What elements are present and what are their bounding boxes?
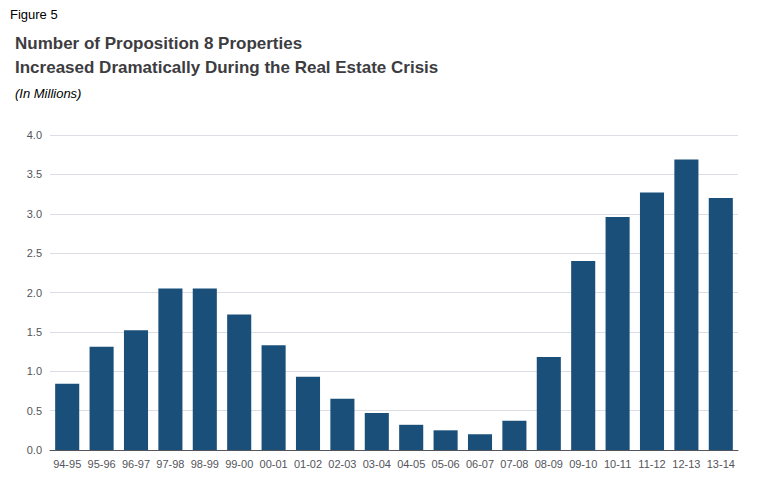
svg-text:96-97: 96-97 bbox=[122, 458, 150, 470]
svg-text:10-11: 10-11 bbox=[604, 458, 631, 470]
svg-text:Increased Dramatically During: Increased Dramatically During the Real E… bbox=[15, 58, 438, 77]
svg-text:3.5: 3.5 bbox=[27, 168, 42, 180]
svg-text:2.5: 2.5 bbox=[27, 247, 42, 259]
svg-text:(In Millions): (In Millions) bbox=[15, 86, 81, 101]
svg-text:4.0: 4.0 bbox=[27, 129, 42, 141]
svg-text:11-12: 11-12 bbox=[638, 458, 665, 470]
svg-text:13-14: 13-14 bbox=[707, 458, 735, 470]
svg-text:2.0: 2.0 bbox=[27, 287, 42, 299]
svg-text:99-00: 99-00 bbox=[225, 458, 253, 470]
svg-text:01-02: 01-02 bbox=[294, 458, 322, 470]
svg-text:1.5: 1.5 bbox=[27, 326, 42, 338]
svg-text:0.5: 0.5 bbox=[27, 405, 42, 417]
svg-text:Figure 5: Figure 5 bbox=[10, 7, 58, 22]
svg-text:3.0: 3.0 bbox=[27, 208, 42, 220]
svg-text:09-10: 09-10 bbox=[569, 458, 597, 470]
svg-text:0.0: 0.0 bbox=[27, 444, 42, 456]
svg-text:06-07: 06-07 bbox=[466, 458, 494, 470]
svg-text:94-95: 94-95 bbox=[53, 458, 81, 470]
svg-text:07-08: 07-08 bbox=[500, 458, 528, 470]
svg-text:97-98: 97-98 bbox=[156, 458, 184, 470]
svg-text:08-09: 08-09 bbox=[535, 458, 563, 470]
svg-text:04-05: 04-05 bbox=[397, 458, 425, 470]
svg-text:02-03: 02-03 bbox=[328, 458, 356, 470]
svg-text:98-99: 98-99 bbox=[191, 458, 219, 470]
svg-text:12-13: 12-13 bbox=[672, 458, 700, 470]
svg-text:Number of Proposition 8 Proper: Number of Proposition 8 Properties bbox=[15, 34, 302, 53]
svg-text:95-96: 95-96 bbox=[88, 458, 116, 470]
svg-text:00-01: 00-01 bbox=[260, 458, 288, 470]
svg-text:05-06: 05-06 bbox=[432, 458, 460, 470]
svg-text:1.0: 1.0 bbox=[27, 365, 42, 377]
svg-text:03-04: 03-04 bbox=[363, 458, 391, 470]
